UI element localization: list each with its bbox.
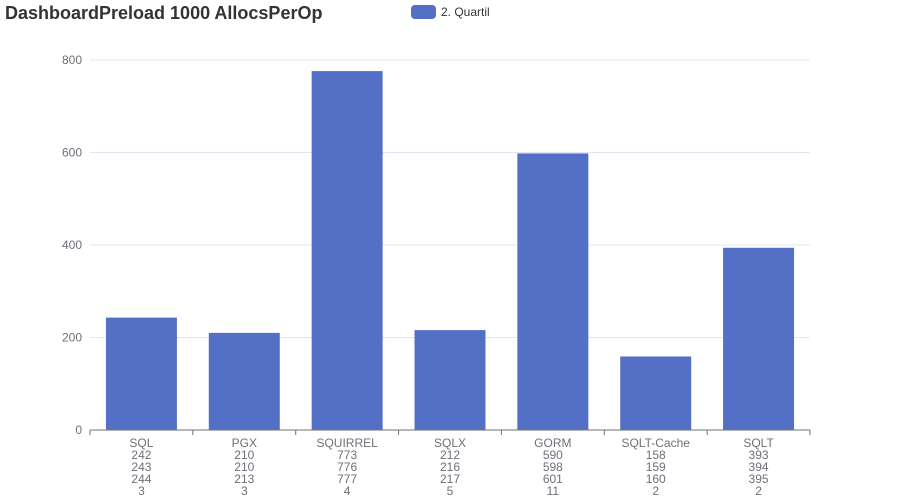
x-category-stat: 776 xyxy=(337,460,357,474)
x-category-label: SQUIRREL xyxy=(316,436,378,450)
x-category-label: SQLT xyxy=(743,436,774,450)
x-category-stat: 3 xyxy=(241,484,248,498)
x-category-stat: 210 xyxy=(234,448,254,462)
bar[interactable] xyxy=(105,317,177,430)
x-category-stat: 11 xyxy=(547,484,560,498)
bar[interactable] xyxy=(414,330,486,430)
x-category-stat: 601 xyxy=(543,472,563,486)
legend-label: 2. Quartil xyxy=(441,5,490,19)
x-category-stat: 216 xyxy=(440,460,460,474)
bar[interactable] xyxy=(620,356,692,430)
x-category-stat: 394 xyxy=(749,460,769,474)
x-category-stat: 159 xyxy=(646,460,666,474)
x-category-stat: 777 xyxy=(337,472,357,486)
x-category-stat: 393 xyxy=(749,448,769,462)
x-category-stat: 395 xyxy=(749,472,769,486)
x-category-stat: 2 xyxy=(755,484,762,498)
x-category-stat: 2 xyxy=(652,484,659,498)
x-category-stat: 242 xyxy=(131,448,151,462)
x-category-stat: 773 xyxy=(337,448,357,462)
bar[interactable] xyxy=(311,71,383,430)
x-category-stat: 212 xyxy=(440,448,460,462)
x-category-stat: 160 xyxy=(646,472,666,486)
y-tick-label: 800 xyxy=(62,53,82,67)
legend[interactable]: 2. Quartil xyxy=(411,5,490,19)
legend-swatch xyxy=(411,5,436,19)
x-category-stat: 5 xyxy=(447,484,454,498)
x-category-label: SQLT-Cache xyxy=(621,436,690,450)
chart-title: DashboardPreload 1000 AllocsPerOp xyxy=(5,3,323,23)
x-category-label: SQLX xyxy=(434,436,466,450)
y-tick-label: 400 xyxy=(62,238,82,252)
x-category-stat: 243 xyxy=(131,460,151,474)
y-tick-label: 200 xyxy=(62,331,82,345)
x-category-stat: 3 xyxy=(138,484,145,498)
bar[interactable] xyxy=(723,247,795,430)
x-category-stat: 210 xyxy=(234,460,254,474)
x-category-stat: 598 xyxy=(543,460,563,474)
y-tick-label: 600 xyxy=(62,146,82,160)
x-category-label: SQL xyxy=(129,436,153,450)
bar[interactable] xyxy=(208,332,280,430)
x-category-stat: 4 xyxy=(344,484,351,498)
x-category-label: GORM xyxy=(534,436,571,450)
x-category-label: PGX xyxy=(232,436,257,450)
x-category-stat: 590 xyxy=(543,448,563,462)
x-category-stat: 213 xyxy=(234,472,254,486)
x-category-stat: 158 xyxy=(646,448,666,462)
bar[interactable] xyxy=(517,153,589,431)
x-category-stat: 244 xyxy=(131,472,151,486)
y-tick-label: 0 xyxy=(75,423,82,437)
x-category-stat: 217 xyxy=(440,472,460,486)
